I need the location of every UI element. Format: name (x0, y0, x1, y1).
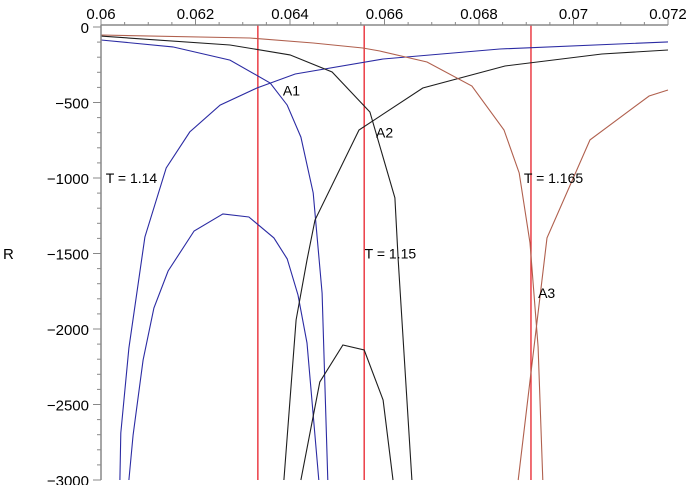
y-tick-label: −500 (55, 96, 89, 113)
x-tick-label: 0.066 (366, 6, 404, 23)
y-tick-label: −2000 (47, 322, 89, 339)
series-line-1 (100, 39, 329, 481)
series-line-8 (517, 89, 669, 481)
x-tick-label: 0.064 (271, 6, 309, 23)
x-tick-label: 0.068 (460, 6, 498, 23)
axes: 0.06 0.062 0.064 0.066 0.068 0.07 0.072 0 −500 −1… (47, 6, 687, 485)
annotation: T = 1.165 (524, 170, 584, 186)
series-line-7 (100, 34, 544, 481)
y-tick-label: −3000 (47, 473, 89, 485)
series-line-3 (128, 213, 320, 481)
annotation: A2 (376, 125, 393, 141)
y-axis-label: R (3, 246, 14, 263)
annotation: T = 1.15 (365, 246, 417, 262)
plot-lines: A1 A2 T = 1.14 T = 1.15 T = 1.165 A3 (100, 25, 669, 481)
series-line-5 (283, 49, 669, 481)
x-tick-label: 0.07 (559, 6, 588, 23)
x-tick-label: 0.072 (649, 6, 687, 23)
annotation: T = 1.14 (106, 170, 158, 186)
series-line-4 (100, 35, 413, 481)
annotation: A1 (283, 82, 300, 98)
series-line-6 (300, 344, 394, 481)
annotation: A3 (538, 285, 555, 301)
y-tick-label: −1000 (47, 171, 89, 188)
x-tick-label: 0.06 (86, 6, 115, 23)
x-tick-label: 0.062 (177, 6, 215, 23)
series-line-2 (119, 41, 669, 481)
y-tick-label: −2500 (47, 398, 89, 415)
y-tick-label: −1500 (47, 247, 89, 264)
y-tick-label: 0 (81, 20, 89, 37)
